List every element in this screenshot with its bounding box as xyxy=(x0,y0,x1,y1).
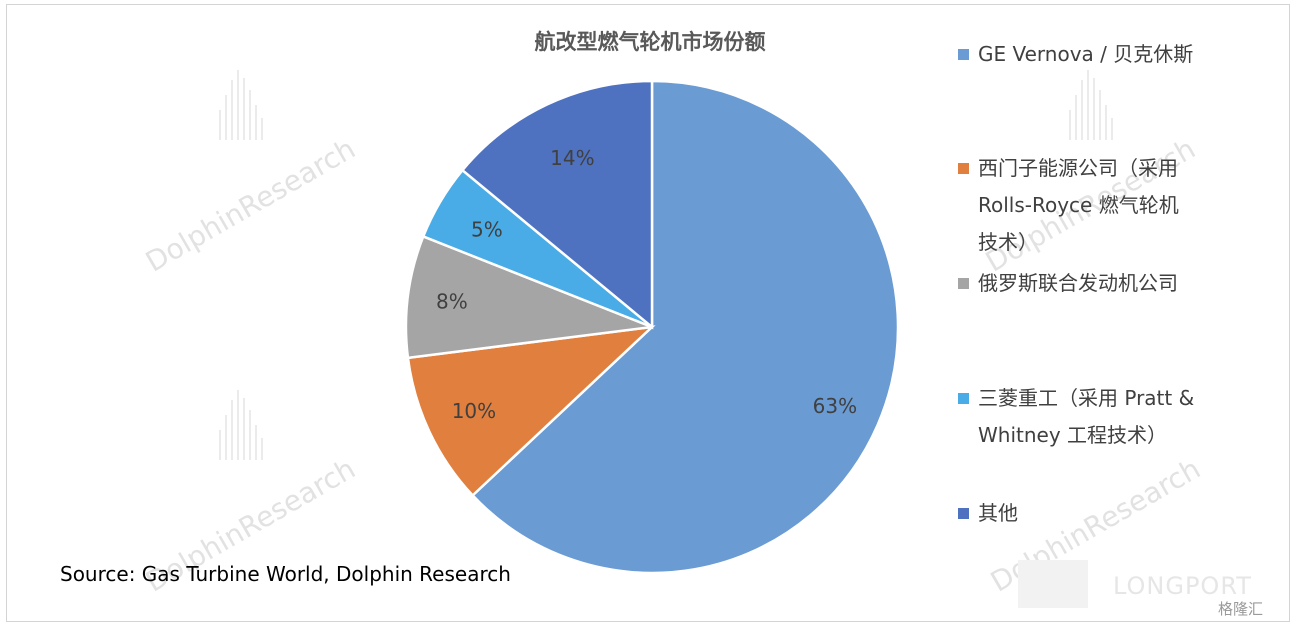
logo-mark-icon xyxy=(1018,560,1088,608)
source-note: Source: Gas Turbine World, Dolphin Resea… xyxy=(60,562,511,586)
legend-swatch xyxy=(958,508,969,519)
watermark-bars-icon xyxy=(219,390,263,460)
legend-label: GE Vernova / 贝克休斯 xyxy=(978,42,1194,66)
legend-swatch xyxy=(958,278,969,289)
legend-swatch xyxy=(958,393,969,404)
legend-label: 其他 xyxy=(978,501,1018,525)
data-label: 14% xyxy=(550,146,594,170)
legend-label: 西门子能源公司（采用 Rolls-Royce 燃气轮机 技术） xyxy=(978,156,1179,254)
pie-slice xyxy=(470,79,900,575)
chart-title: 航改型燃气轮机市场份额 xyxy=(534,30,766,54)
logo-text: LONGPORT xyxy=(1113,572,1252,600)
watermark-bars-icon xyxy=(219,70,263,140)
pie-slice xyxy=(406,325,656,498)
data-label: 63% xyxy=(813,394,857,418)
longport-logo: LONGPORT xyxy=(1018,560,1286,610)
data-label: 8% xyxy=(436,290,468,314)
legend-swatch xyxy=(958,49,969,60)
source-badge: 格隆汇 xyxy=(1218,600,1264,618)
data-label: 10% xyxy=(452,399,496,423)
watermark-bars-icon xyxy=(1069,70,1113,140)
legend-label: 三菱重工（采用 Pratt & Whitney 工程技术） xyxy=(978,386,1195,447)
legend-swatch xyxy=(958,163,969,174)
legend-label: 俄罗斯联合发动机公司 xyxy=(978,271,1178,295)
pie-slice xyxy=(404,234,653,360)
pie-slice xyxy=(460,79,654,330)
data-label: 5% xyxy=(471,217,503,241)
